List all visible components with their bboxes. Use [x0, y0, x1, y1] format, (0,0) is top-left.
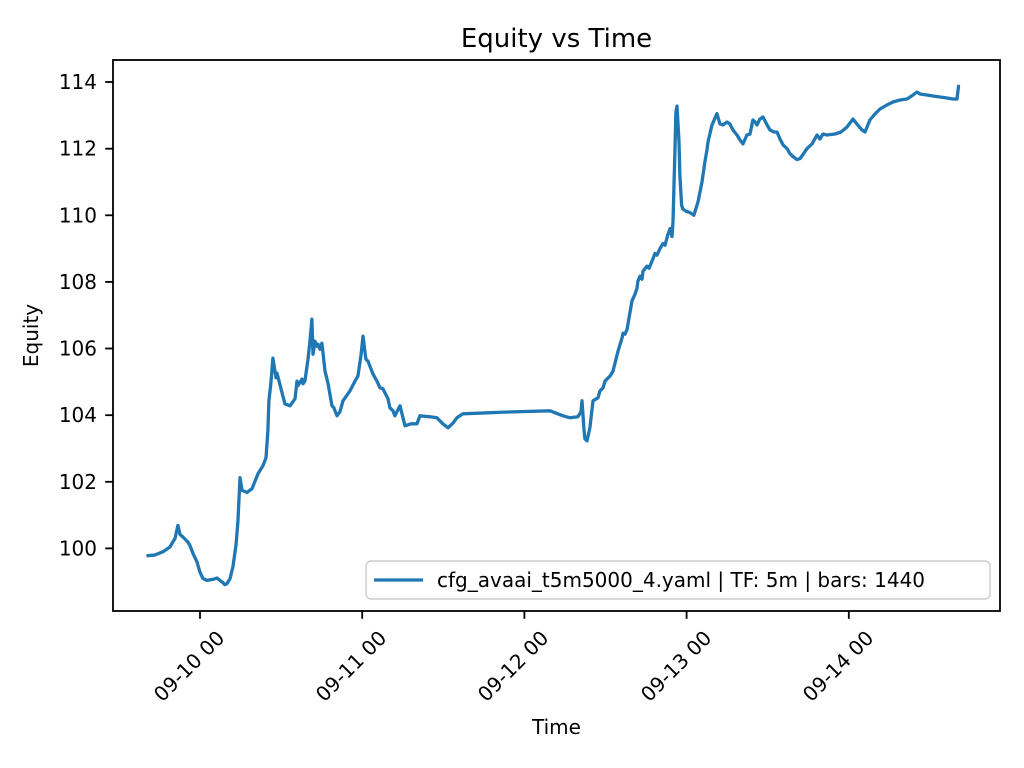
x-tick-label: 09-12 00 — [473, 626, 554, 707]
legend-label: cfg_avaai_t5m5000_4.yaml | TF: 5m | bars… — [437, 568, 925, 592]
y-tick-labels: 100 102 104 106 108 110 112 114 — [59, 70, 97, 560]
y-tick-label: 114 — [59, 70, 97, 94]
plot-frame — [112, 59, 1001, 612]
y-tick-label: 112 — [59, 137, 97, 161]
y-tick-marks — [105, 81, 113, 550]
x-tick-label: 09-14 00 — [798, 626, 879, 707]
y-tick-label: 102 — [59, 470, 97, 494]
x-tick-label: 09-11 00 — [311, 626, 392, 707]
x-tick-labels: 09-10 00 09-11 00 09-12 00 09-13 00 09-1… — [149, 626, 879, 707]
x-tick-label: 09-13 00 — [636, 626, 717, 707]
x-tick-label: 09-10 00 — [149, 626, 230, 707]
chart-title: Equity vs Time — [461, 24, 652, 54]
legend-box — [365, 560, 991, 600]
y-tick-label: 108 — [59, 270, 97, 294]
x-axis-label: Time — [531, 715, 581, 739]
equity-line — [146, 84, 961, 587]
legend: cfg_avaai_t5m5000_4.yaml | TF: 5m | bars… — [365, 560, 991, 600]
y-tick-label: 100 — [59, 536, 97, 560]
x-tick-marks — [199, 611, 850, 619]
y-axis-label: Equity — [19, 304, 43, 367]
y-tick-label: 106 — [59, 337, 97, 361]
y-tick-label: 104 — [59, 403, 97, 427]
y-tick-label: 110 — [59, 203, 97, 227]
